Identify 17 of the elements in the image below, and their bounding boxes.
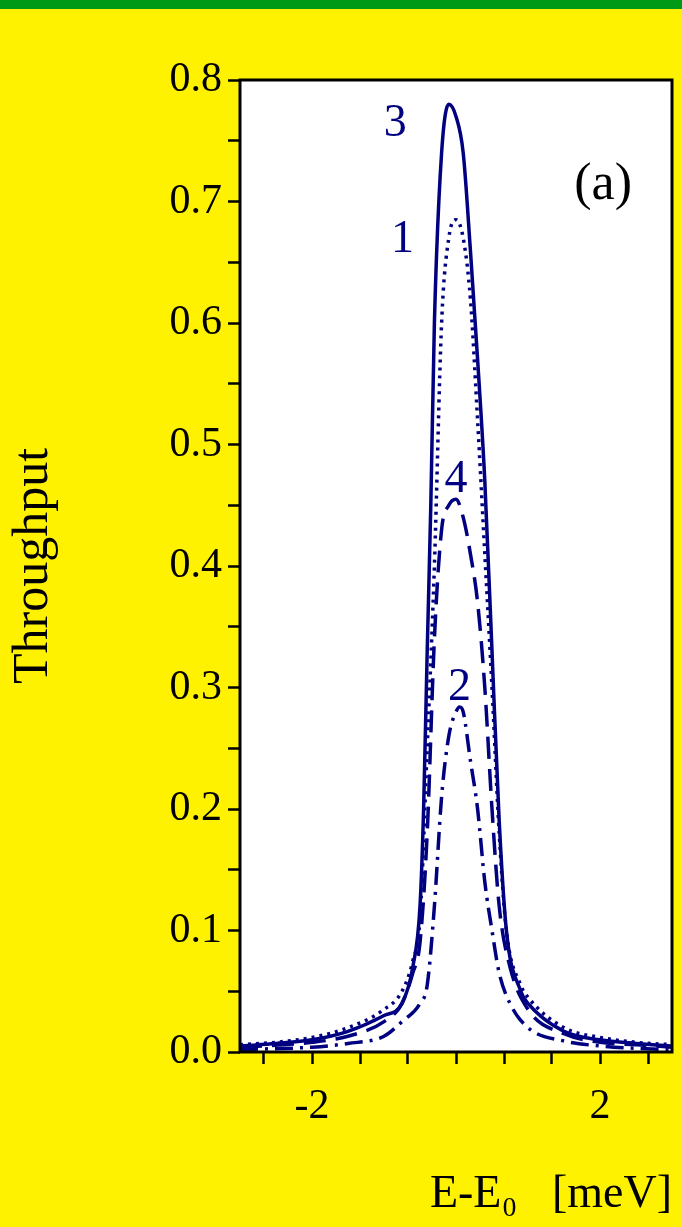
- y-tick-label: 0.5: [169, 418, 222, 465]
- y-tick-label: 0.8: [169, 54, 222, 101]
- series-label: 4: [444, 451, 468, 503]
- y-tick-label: 0.6: [169, 297, 222, 344]
- y-tick-label: 0.3: [169, 661, 222, 708]
- y-tick-label: 0.0: [169, 1026, 222, 1073]
- annotation: (a): [574, 152, 632, 211]
- y-axis-title: Throughput: [2, 447, 59, 685]
- x-tick-label: -2: [294, 1081, 330, 1128]
- series-label: 1: [391, 210, 414, 262]
- series-label: 3: [383, 95, 407, 147]
- y-tick-label: 0.1: [169, 904, 222, 951]
- x-axis-title: E-E₀ [meV]: [429, 1166, 672, 1218]
- y-tick-label: 0.7: [169, 175, 222, 222]
- y-tick-label: 0.4: [169, 540, 222, 587]
- series-label: 2: [448, 659, 472, 711]
- y-tick-label: 0.2: [169, 783, 222, 830]
